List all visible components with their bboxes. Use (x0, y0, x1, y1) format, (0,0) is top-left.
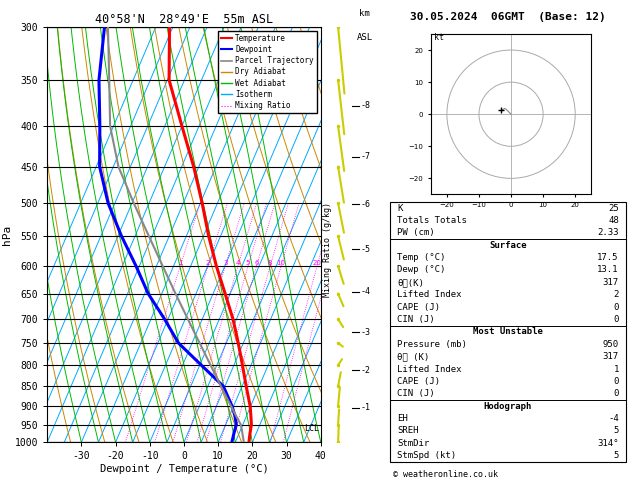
Text: © weatheronline.co.uk: © weatheronline.co.uk (393, 469, 498, 479)
Text: θᴇ (K): θᴇ (K) (397, 352, 430, 361)
Text: 2.33: 2.33 (598, 228, 619, 237)
Text: 20: 20 (313, 260, 321, 266)
Text: 3: 3 (223, 260, 228, 266)
Text: Totals Totals: Totals Totals (397, 216, 467, 225)
Text: Temp (°C): Temp (°C) (397, 253, 445, 262)
Text: 1: 1 (178, 260, 182, 266)
Text: 25: 25 (608, 204, 619, 212)
Text: Hodograph: Hodograph (484, 401, 532, 411)
Text: 30.05.2024  06GMT  (Base: 12): 30.05.2024 06GMT (Base: 12) (410, 12, 606, 22)
Text: -3: -3 (361, 328, 371, 337)
Text: 17.5: 17.5 (598, 253, 619, 262)
Text: Pressure (mb): Pressure (mb) (397, 340, 467, 349)
Text: -4: -4 (361, 288, 371, 296)
Text: 13.1: 13.1 (598, 265, 619, 275)
Text: -6: -6 (361, 200, 371, 209)
Text: 0: 0 (613, 303, 619, 312)
Text: -7: -7 (361, 152, 371, 161)
Text: -5: -5 (361, 245, 371, 254)
Text: 317: 317 (603, 352, 619, 361)
Text: Lifted Index: Lifted Index (397, 364, 462, 374)
Text: CAPE (J): CAPE (J) (397, 377, 440, 386)
Text: 48: 48 (608, 216, 619, 225)
Text: SREH: SREH (397, 426, 418, 435)
Title: 40°58'N  28°49'E  55m ASL: 40°58'N 28°49'E 55m ASL (95, 13, 273, 26)
Legend: Temperature, Dewpoint, Parcel Trajectory, Dry Adiabat, Wet Adiabat, Isotherm, Mi: Temperature, Dewpoint, Parcel Trajectory… (218, 31, 317, 113)
Text: K: K (397, 204, 403, 212)
Text: LCL: LCL (304, 424, 319, 434)
Text: CAPE (J): CAPE (J) (397, 303, 440, 312)
Text: 0: 0 (613, 377, 619, 386)
Text: 2: 2 (206, 260, 210, 266)
Text: 5: 5 (613, 451, 619, 460)
Text: StmSpd (kt): StmSpd (kt) (397, 451, 456, 460)
Text: Mixing Ratio (g/kg): Mixing Ratio (g/kg) (323, 202, 331, 297)
Text: Most Unstable: Most Unstable (473, 328, 543, 336)
Text: PW (cm): PW (cm) (397, 228, 435, 237)
Text: 1: 1 (613, 364, 619, 374)
Text: 6: 6 (254, 260, 259, 266)
Text: 0: 0 (613, 315, 619, 324)
Text: km: km (359, 9, 370, 18)
Text: -1: -1 (361, 403, 371, 412)
Text: ASL: ASL (357, 33, 373, 42)
Text: 10: 10 (277, 260, 286, 266)
Text: 5: 5 (613, 426, 619, 435)
Text: 8: 8 (268, 260, 272, 266)
Text: 0: 0 (613, 389, 619, 398)
Text: StmDir: StmDir (397, 439, 430, 448)
Text: Surface: Surface (489, 241, 526, 250)
Text: CIN (J): CIN (J) (397, 315, 435, 324)
Text: 314°: 314° (598, 439, 619, 448)
Text: 5: 5 (246, 260, 250, 266)
Text: 2: 2 (613, 290, 619, 299)
Text: -8: -8 (361, 101, 371, 110)
Text: Lifted Index: Lifted Index (397, 290, 462, 299)
Text: EH: EH (397, 414, 408, 423)
Text: -2: -2 (361, 366, 371, 375)
Text: -4: -4 (608, 414, 619, 423)
Text: 317: 317 (603, 278, 619, 287)
Text: CIN (J): CIN (J) (397, 389, 435, 398)
Text: 950: 950 (603, 340, 619, 349)
Text: θᴇ(K): θᴇ(K) (397, 278, 424, 287)
Text: Dewp (°C): Dewp (°C) (397, 265, 445, 275)
Text: 4: 4 (236, 260, 240, 266)
Y-axis label: hPa: hPa (2, 225, 12, 244)
X-axis label: Dewpoint / Temperature (°C): Dewpoint / Temperature (°C) (99, 464, 269, 474)
Text: kt: kt (434, 34, 444, 42)
